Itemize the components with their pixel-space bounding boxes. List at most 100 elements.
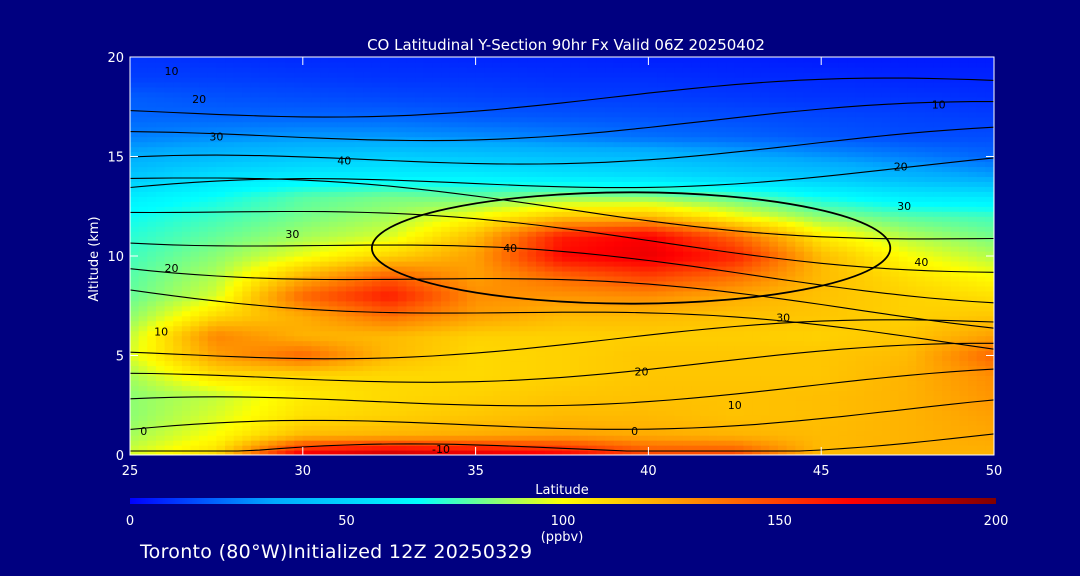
heat-cell [484, 330, 494, 337]
heat-cell [510, 425, 520, 431]
heat-cell [760, 310, 770, 317]
heat-cell [250, 275, 261, 282]
heat-cell [613, 280, 624, 287]
heat-cell [173, 405, 183, 411]
heat-cell [959, 360, 969, 367]
heat-cell [760, 221, 770, 227]
heat-cell [587, 285, 598, 292]
heat-cell [363, 375, 373, 381]
heat-cell [950, 335, 961, 342]
heat-cell [648, 236, 658, 242]
heat-cell [812, 370, 822, 376]
heat-cell [302, 425, 313, 431]
heat-cell [855, 360, 865, 367]
heat-cell [527, 355, 537, 362]
heat-cell [769, 400, 779, 406]
heat-cell [363, 290, 373, 297]
heat-cell [648, 430, 658, 436]
heat-cell [311, 226, 321, 232]
heat-cell [570, 420, 580, 426]
heat-cell [173, 251, 183, 257]
heat-cell [259, 370, 269, 376]
heat-cell [752, 300, 762, 307]
heat-cell [821, 385, 831, 391]
heat-cell [622, 260, 632, 267]
heat-cell [708, 251, 719, 257]
heat-cell [631, 206, 641, 212]
heat-cell [873, 206, 883, 212]
heat-cell [276, 325, 287, 332]
heat-cell [855, 256, 865, 262]
heat-cell [674, 246, 684, 252]
heat-cell [492, 340, 503, 347]
heat-cell [760, 226, 770, 232]
heat-cell [380, 360, 390, 367]
heat-cell [847, 390, 857, 396]
heat-cell [760, 275, 770, 282]
heat-cell [648, 450, 658, 455]
heat-cell [613, 265, 624, 272]
heat-cell [708, 445, 719, 451]
heat-cell [389, 270, 399, 277]
heat-cell [795, 285, 805, 292]
heat-cell [285, 226, 295, 232]
heat-cell [242, 370, 252, 376]
heat-cell [363, 221, 373, 227]
heat-cell [933, 335, 943, 342]
heat-cell [389, 405, 399, 411]
heat-cell [622, 350, 632, 357]
heat-cell [147, 375, 157, 381]
heat-cell [665, 430, 675, 436]
heat-cell [812, 375, 822, 381]
heat-cell [786, 365, 796, 372]
heat-cell [544, 365, 554, 372]
heat-cell [613, 445, 624, 451]
heat-cell [466, 370, 477, 376]
heat-cell [441, 405, 451, 411]
heat-cell [164, 295, 174, 302]
heat-cell [665, 216, 675, 222]
heat-cell [147, 340, 157, 347]
heat-cell [959, 450, 969, 455]
heat-cell [717, 415, 727, 421]
heat-cell [527, 410, 537, 416]
heat-cell [570, 280, 580, 287]
heat-cell [294, 206, 304, 212]
heat-cell [510, 340, 520, 347]
heat-cell [518, 231, 529, 237]
heat-cell [752, 335, 762, 342]
heat-cell [674, 430, 684, 436]
heat-cell [674, 365, 684, 372]
heat-cell [423, 206, 433, 212]
heat-cell [734, 285, 745, 292]
heat-cell [898, 345, 909, 352]
heat-cell [294, 345, 304, 352]
heat-cell [415, 246, 425, 252]
heat-cell [294, 246, 304, 252]
heat-cell [613, 216, 624, 222]
heat-cell [311, 350, 321, 357]
heat-cell [976, 315, 986, 322]
heat-cell [933, 375, 943, 381]
heat-cell [173, 345, 183, 352]
heat-cell [898, 385, 909, 391]
heat-cell [682, 415, 693, 421]
heat-cell [829, 231, 840, 237]
heat-cell [276, 256, 287, 262]
heat-cell [432, 395, 442, 401]
heat-cell [587, 305, 598, 312]
heat-cell [518, 300, 529, 307]
heat-cell [622, 241, 632, 247]
heat-cell [985, 415, 994, 421]
heat-cell [579, 430, 589, 436]
heat-cell [605, 226, 615, 232]
heat-cell [778, 246, 788, 252]
heat-cell [302, 340, 313, 347]
heat-cell [752, 231, 762, 237]
heat-cell [389, 206, 399, 212]
heat-cell [328, 236, 338, 242]
heat-cell [363, 350, 373, 357]
heat-cell [570, 300, 580, 307]
heat-cell [657, 236, 667, 242]
heat-cell [492, 211, 503, 217]
